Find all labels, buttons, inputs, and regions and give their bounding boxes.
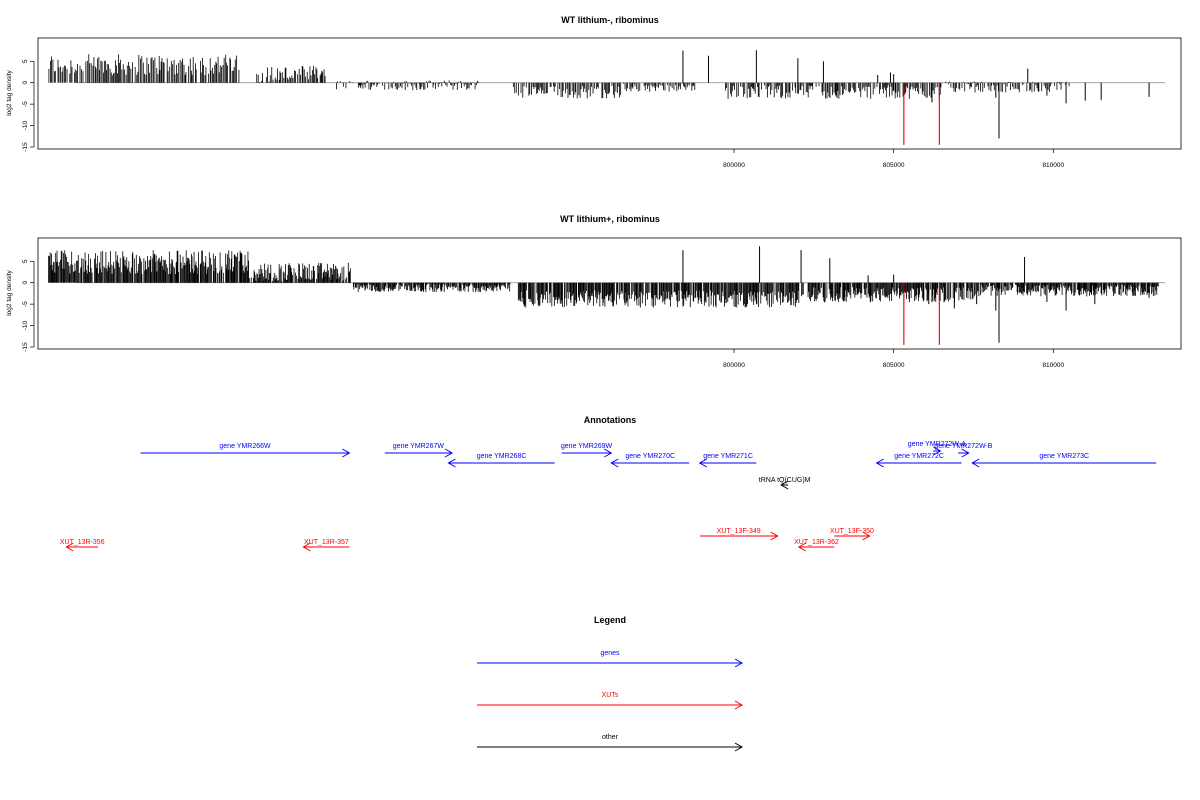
x-tick-label: 805000 (883, 162, 905, 169)
xut-feature: XUT_13R-356 (60, 539, 105, 552)
feature-arrowhead (65, 542, 74, 552)
plot-frame (37, 37, 1182, 150)
legend-arrowhead (734, 658, 744, 668)
feature-arrowhead (875, 458, 884, 468)
xut-label: XUT_13R-357 (304, 539, 349, 546)
legend-label: other (602, 734, 619, 741)
gene-feature: gene YMR272W-A (908, 441, 966, 456)
other-label: tRNA tQ(CUG)M (759, 477, 811, 484)
density-texture (48, 250, 1159, 308)
y-tick-label: 0 (22, 81, 29, 85)
y-axis: 5 0 -5 -10 -15 (22, 259, 35, 352)
y-tick-label: -10 (22, 320, 29, 330)
annotations-track: Annotations gene YMR266W gene YMR267Wgene… (60, 415, 1157, 552)
xut-label: XUT_13F-349 (717, 528, 761, 535)
gene-label: gene YMR273C (1039, 453, 1089, 460)
gene-label: gene YMR270C (625, 453, 675, 460)
xut-feature: XUT_13R-357 (302, 539, 350, 552)
gene-label: gene YMR269W (561, 443, 613, 450)
other-feature: tRNA tQ(CUG)M (759, 477, 811, 490)
gene-feature: gene YMR267W (384, 443, 454, 458)
track-panel-lithium-minus: WT lithium-, ribominus log2 tag density … (6, 15, 1182, 169)
gene-label: gene YMR272W-B (934, 443, 992, 450)
y-tick-label: -15 (22, 342, 29, 352)
legend-arrowhead (734, 742, 744, 752)
legend-item: other (477, 734, 744, 752)
xut-feature: XUT_13R-362 (794, 539, 839, 552)
feature-arrowhead (971, 458, 980, 468)
gene-feature: gene YMR272W-B (934, 443, 993, 458)
legend-arrowhead (734, 700, 744, 710)
feature-arrowhead (444, 448, 454, 458)
feature-arrowhead (770, 531, 779, 541)
feature-arrowhead (610, 458, 619, 468)
track-panel-lithium-plus: WT lithium+, ribominus log2 tag density … (6, 214, 1182, 369)
feature-arrowhead (342, 448, 351, 458)
gene-feature: gene YMR271C (698, 453, 757, 468)
xut-label: XUT_13R-356 (60, 539, 105, 546)
gene-label: gene YMR266W (219, 443, 271, 450)
legend-label: XUTs (602, 692, 619, 699)
feature-arrowhead (933, 446, 942, 456)
gene-label: gene YMR272W-A (908, 441, 966, 448)
xut-feature: XUT_13F-350 (830, 528, 874, 541)
legend-label: genes (600, 650, 620, 657)
feature-arrowhead (302, 542, 311, 552)
x-axis: 800000 805000 810000 (723, 149, 1065, 169)
legend-item: XUTs (477, 692, 744, 710)
y-axis-label: log2 tag density (6, 69, 13, 115)
plot-frame (37, 237, 1182, 350)
annotation-features: gene YMR266W gene YMR267W gene YMR268C gene… (60, 441, 1157, 552)
feature-arrowhead (797, 542, 807, 552)
gene-feature: gene YMR272C (875, 453, 962, 468)
gene-feature: gene YMR266W (140, 443, 351, 458)
feature-arrowhead (447, 458, 456, 468)
x-axis: 800000 805000 810000 (723, 349, 1065, 369)
plot-area: 5 0 -5 -10 -15 800000 805000 810000 (22, 246, 1166, 369)
gene-label: gene YMR268C (477, 453, 527, 460)
legend-title: Legend (594, 615, 626, 625)
x-tick-label: 805000 (883, 362, 905, 369)
gene-feature: gene YMR268C (447, 453, 555, 468)
feature-arrowhead (961, 448, 970, 458)
gene-label: gene YMR272C (894, 453, 944, 460)
gene-feature: gene YMR270C (610, 453, 690, 468)
feature-arrowhead (862, 531, 871, 541)
y-tick-label: 5 (22, 259, 29, 263)
gene-feature: gene YMR273C (971, 453, 1157, 468)
x-tick-label: 800000 (723, 362, 745, 369)
density-texture (48, 54, 1070, 99)
y-tick-label: -15 (22, 142, 29, 152)
gene-label: gene YMR271C (703, 453, 753, 460)
legend-item: genes (477, 650, 744, 668)
xut-label: XUT_13R-362 (794, 539, 839, 546)
legend-items: genes XUTs other (477, 650, 744, 752)
y-tick-label: 0 (22, 281, 29, 285)
x-tick-label: 810000 (1042, 162, 1064, 169)
x-tick-label: 800000 (723, 162, 745, 169)
legend: Legend genes XUTs other (477, 615, 744, 752)
y-tick-label: 5 (22, 59, 29, 63)
y-tick-label: -5 (22, 301, 29, 307)
feature-arrowhead (604, 448, 613, 458)
panel-title: WT lithium-, ribominus (561, 15, 659, 25)
feature-arrowhead (780, 480, 789, 490)
gene-label: gene YMR267W (393, 443, 445, 450)
y-tick-label: -5 (22, 101, 29, 107)
y-axis: 5 0 -5 -10 -15 (22, 59, 35, 152)
x-tick-label: 810000 (1042, 362, 1064, 369)
y-axis-label: log2 tag density (6, 269, 13, 315)
y-tick-label: -10 (22, 120, 29, 130)
panel-title: WT lithium+, ribominus (560, 214, 660, 224)
gene-feature: gene YMR269W (561, 443, 613, 458)
plot-area: 5 0 -5 -10 -15 800000 805000 810000 (22, 50, 1166, 169)
xut-label: XUT_13F-350 (830, 528, 874, 535)
annotations-title: Annotations (584, 415, 637, 425)
xut-feature: XUT_13F-349 (699, 528, 779, 541)
feature-arrowhead (698, 458, 707, 468)
